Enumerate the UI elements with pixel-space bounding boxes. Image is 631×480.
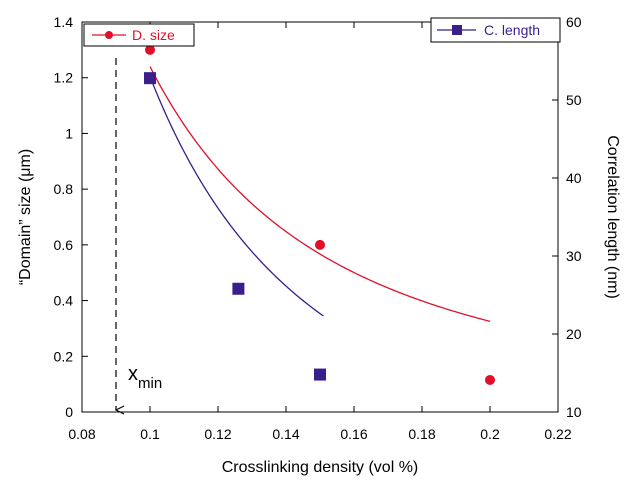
- legend-d-size: D. size: [83, 23, 195, 47]
- legend-d-size-marker: [105, 31, 113, 39]
- legend-d-size-box: [83, 23, 195, 47]
- y-left-tick-label: 0.8: [54, 181, 74, 197]
- y-left-tick-label: 0.2: [54, 348, 74, 364]
- x-tick-label: 0.2: [480, 426, 500, 442]
- y-left-tick-label: 0: [65, 404, 73, 420]
- y-left-tick-label: 1.2: [54, 70, 74, 86]
- plot-frame: [81, 21, 559, 413]
- x-tick-label: 0.22: [544, 426, 571, 442]
- y-right-tick-label: 30: [566, 248, 582, 264]
- x-axis-title: Crosslinking density (vol %): [222, 459, 419, 476]
- fit-curves: [149, 66, 491, 322]
- legend-d-size-label: D. size: [132, 27, 175, 43]
- x-tick-label: 0.08: [68, 426, 95, 442]
- point-c-length-1: [232, 282, 245, 295]
- point-d-size-2: [485, 374, 495, 385]
- y-right-tick-label: 60: [566, 14, 582, 30]
- x-tick-label: 0.1: [140, 426, 160, 442]
- ticks-layer: 0.08 0.1 0.12 0.14 0.16 0.18 0.2 0.22 0 0.2 0.4 0.6…: [54, 14, 582, 442]
- y-right-axis-title: Correlation length (nm): [604, 135, 621, 299]
- x-tick-label: 0.18: [408, 426, 435, 442]
- y-right-tick-label: 50: [566, 92, 582, 108]
- y-left-tick-label: 0.6: [54, 237, 74, 253]
- legend-c-length: C. length: [430, 17, 561, 43]
- y-left-tick-label: 1.4: [54, 14, 74, 30]
- x-tick-label: 0.14: [272, 426, 299, 442]
- y-right-tick-label: 20: [566, 326, 582, 342]
- xmin-annotation: xmin: [116, 58, 162, 410]
- legend-c-length-label: C. length: [484, 22, 540, 38]
- y-right-tick-label: 10: [566, 404, 582, 420]
- x-tick-label: 0.12: [204, 426, 231, 442]
- legend-c-length-marker: [452, 25, 462, 35]
- point-d-size-0: [145, 44, 155, 55]
- y-right-tick-label: 40: [566, 170, 582, 186]
- xmin-label: xmin: [128, 363, 162, 392]
- y-left-axis-title: “Domain” size (μm): [17, 149, 34, 285]
- y-left-tick-label: 1: [65, 125, 73, 141]
- fit-curve-0: [149, 66, 491, 322]
- point-c-length-0: [144, 72, 156, 85]
- x-tick-label: 0.16: [340, 426, 367, 442]
- fit-curve-1: [149, 76, 324, 317]
- data-points: [144, 44, 495, 385]
- point-c-length-2: [314, 368, 326, 381]
- y-left-tick-label: 0.4: [54, 293, 74, 309]
- point-d-size-1: [315, 239, 325, 250]
